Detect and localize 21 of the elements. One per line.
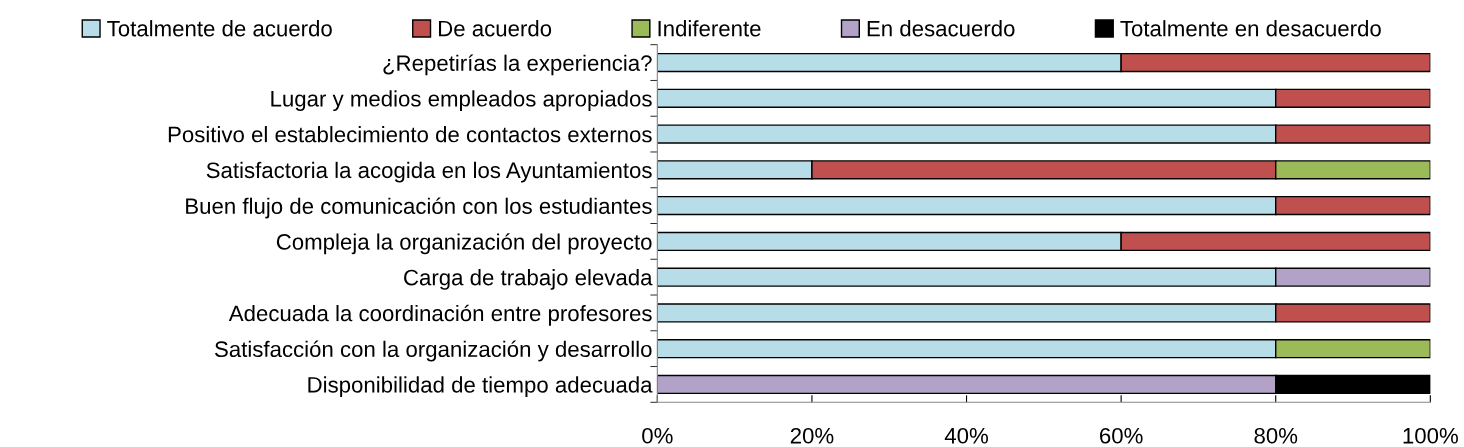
y-tick-label: Positivo el establecimiento de contactos externos — [168, 126, 652, 143]
y-tick-label: Satisfacción con la organización y desarrollo — [215, 340, 652, 362]
legend-label: De acuerdo — [439, 20, 552, 37]
legend-label: Indiferente — [658, 20, 761, 37]
x-tick-label: 20% — [790, 427, 834, 444]
y-tick-label: Adecuada la coordinación entre profesores — [228, 304, 652, 326]
y-tick-label: Buen flujo de comunicación con los estudiantes — [186, 197, 652, 219]
y-tick-label: Compleja la organización del proyecto — [276, 233, 652, 255]
y-tick-label: Carga de trabajo elevada — [404, 269, 653, 290]
x-tick-label: 0% — [642, 427, 673, 444]
legend-label: Totalmente en desacuerdo — [1120, 20, 1381, 37]
x-tick-label: 60% — [1100, 427, 1143, 444]
x-tick-label: 80% — [1254, 427, 1298, 444]
y-tick-label: ¿Repetirías la experiencia? — [383, 54, 652, 76]
x-tick-label: 40% — [944, 427, 988, 444]
y-tick-label: Satisfactoria la acogida en los Ayuntamientos — [206, 161, 652, 183]
legend-label: Totalmente de acuerdo — [107, 20, 332, 37]
y-tick-label: Lugar y medios empleados apropiados — [271, 90, 652, 111]
x-tick-label: 100% — [1403, 427, 1458, 444]
y-tick-label: Disponibilidad de tiempo adecuada — [308, 376, 653, 398]
legend-label: En desacuerdo — [867, 20, 1015, 37]
